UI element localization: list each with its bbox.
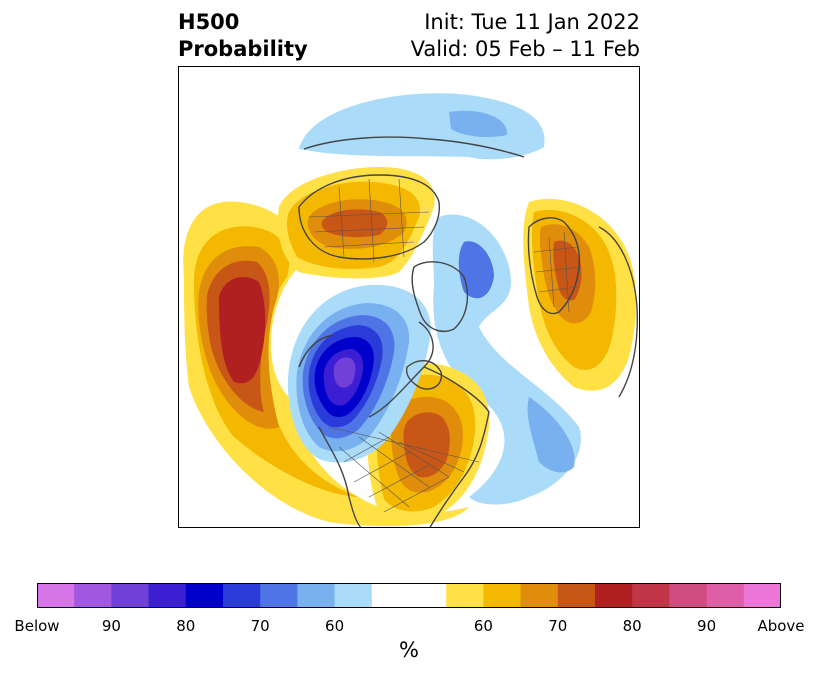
border-us-states-1 xyxy=(338,431,465,508)
border-us-states-2 xyxy=(343,436,450,513)
anomaly-arctic-negative xyxy=(299,93,545,160)
contour-wna-purple xyxy=(333,357,356,388)
init-date: Init: Tue 11 Jan 2022 xyxy=(424,10,640,34)
coastlines xyxy=(298,136,639,527)
anomaly-asia-negative xyxy=(432,214,581,505)
colorbar-swatch xyxy=(446,583,484,608)
colorbar-swatch xyxy=(260,583,298,608)
coast-alaska xyxy=(298,334,335,368)
colorbar-swatch xyxy=(223,583,261,608)
contour-asia-blue xyxy=(458,241,494,299)
border-europe-grid xyxy=(533,231,582,313)
anomaly-western-na-negative xyxy=(287,284,431,463)
colorbar-border xyxy=(37,583,781,608)
colorbar-tick-label: Below xyxy=(14,617,60,635)
colorbar-swatch xyxy=(743,583,782,608)
coast-siberia-north xyxy=(303,136,525,158)
coast-asia xyxy=(298,174,441,260)
colorbar-swatch xyxy=(334,583,373,608)
colorbar-tick-label: 60 xyxy=(473,617,493,635)
colorbar-swatch xyxy=(706,583,745,608)
colorbar-swatches xyxy=(37,583,782,608)
contour-asia-med xyxy=(527,397,575,473)
anomaly-siberia-positive xyxy=(277,167,435,279)
probability-map xyxy=(178,66,640,528)
colorbar-swatch xyxy=(632,583,670,608)
contour-siberia-burnt xyxy=(321,209,388,238)
colorbar-swatch xyxy=(557,583,596,608)
contour-arctic-light xyxy=(299,93,545,160)
border-asia-grid xyxy=(308,178,430,263)
contour-arctic-med xyxy=(449,110,508,137)
colorbar-swatch xyxy=(483,583,522,608)
coast-greenland xyxy=(411,261,469,333)
colorbar-tick-label: 70 xyxy=(548,617,568,635)
colorbar-swatch xyxy=(185,583,224,608)
colorbar-tick-label: 90 xyxy=(101,617,121,635)
colorbar-unit: % xyxy=(399,638,419,662)
colorbar-swatch xyxy=(409,583,447,608)
coast-north-america xyxy=(318,321,490,527)
contour-atlantic-red xyxy=(219,277,266,384)
anomaly-atlantic-positive xyxy=(183,201,469,527)
colorbar-swatch xyxy=(37,583,75,608)
colorbar-tick-label: 60 xyxy=(325,617,345,635)
colorbar-swatch xyxy=(297,583,336,608)
colorbar-tick-label: 80 xyxy=(622,617,642,635)
title-variable: H500 xyxy=(178,10,240,34)
colorbar-swatch xyxy=(520,583,559,608)
colorbar-tick-label: Above xyxy=(757,617,805,635)
coast-hudson-bay xyxy=(405,360,443,390)
probability-colorbar xyxy=(37,583,782,608)
colorbar-swatch xyxy=(371,583,410,608)
map-title-left: H500 Probability xyxy=(178,9,308,63)
coast-africa-northeast xyxy=(598,226,639,398)
anomaly-eurasia-positive xyxy=(523,198,637,391)
colorbar-swatch xyxy=(111,583,150,608)
political-borders xyxy=(308,178,582,513)
colorbar-swatch xyxy=(148,583,187,608)
title-metric: Probability xyxy=(178,37,308,61)
colorbar-swatch xyxy=(669,583,708,608)
map-title-right: Init: Tue 11 Jan 2022 Valid: 05 Feb – 11… xyxy=(411,9,640,63)
colorbar-tick-label: 70 xyxy=(250,617,270,635)
coast-europe xyxy=(527,217,581,315)
map-canvas xyxy=(183,93,639,527)
colorbar-tick-label: 90 xyxy=(697,617,717,635)
colorbar-tick-label: 80 xyxy=(176,617,196,635)
colorbar-swatch xyxy=(74,583,112,608)
colorbar-swatch xyxy=(595,583,633,608)
contour-ena-burnt xyxy=(403,412,450,478)
valid-range: Valid: 05 Feb – 11 Feb xyxy=(410,37,640,61)
